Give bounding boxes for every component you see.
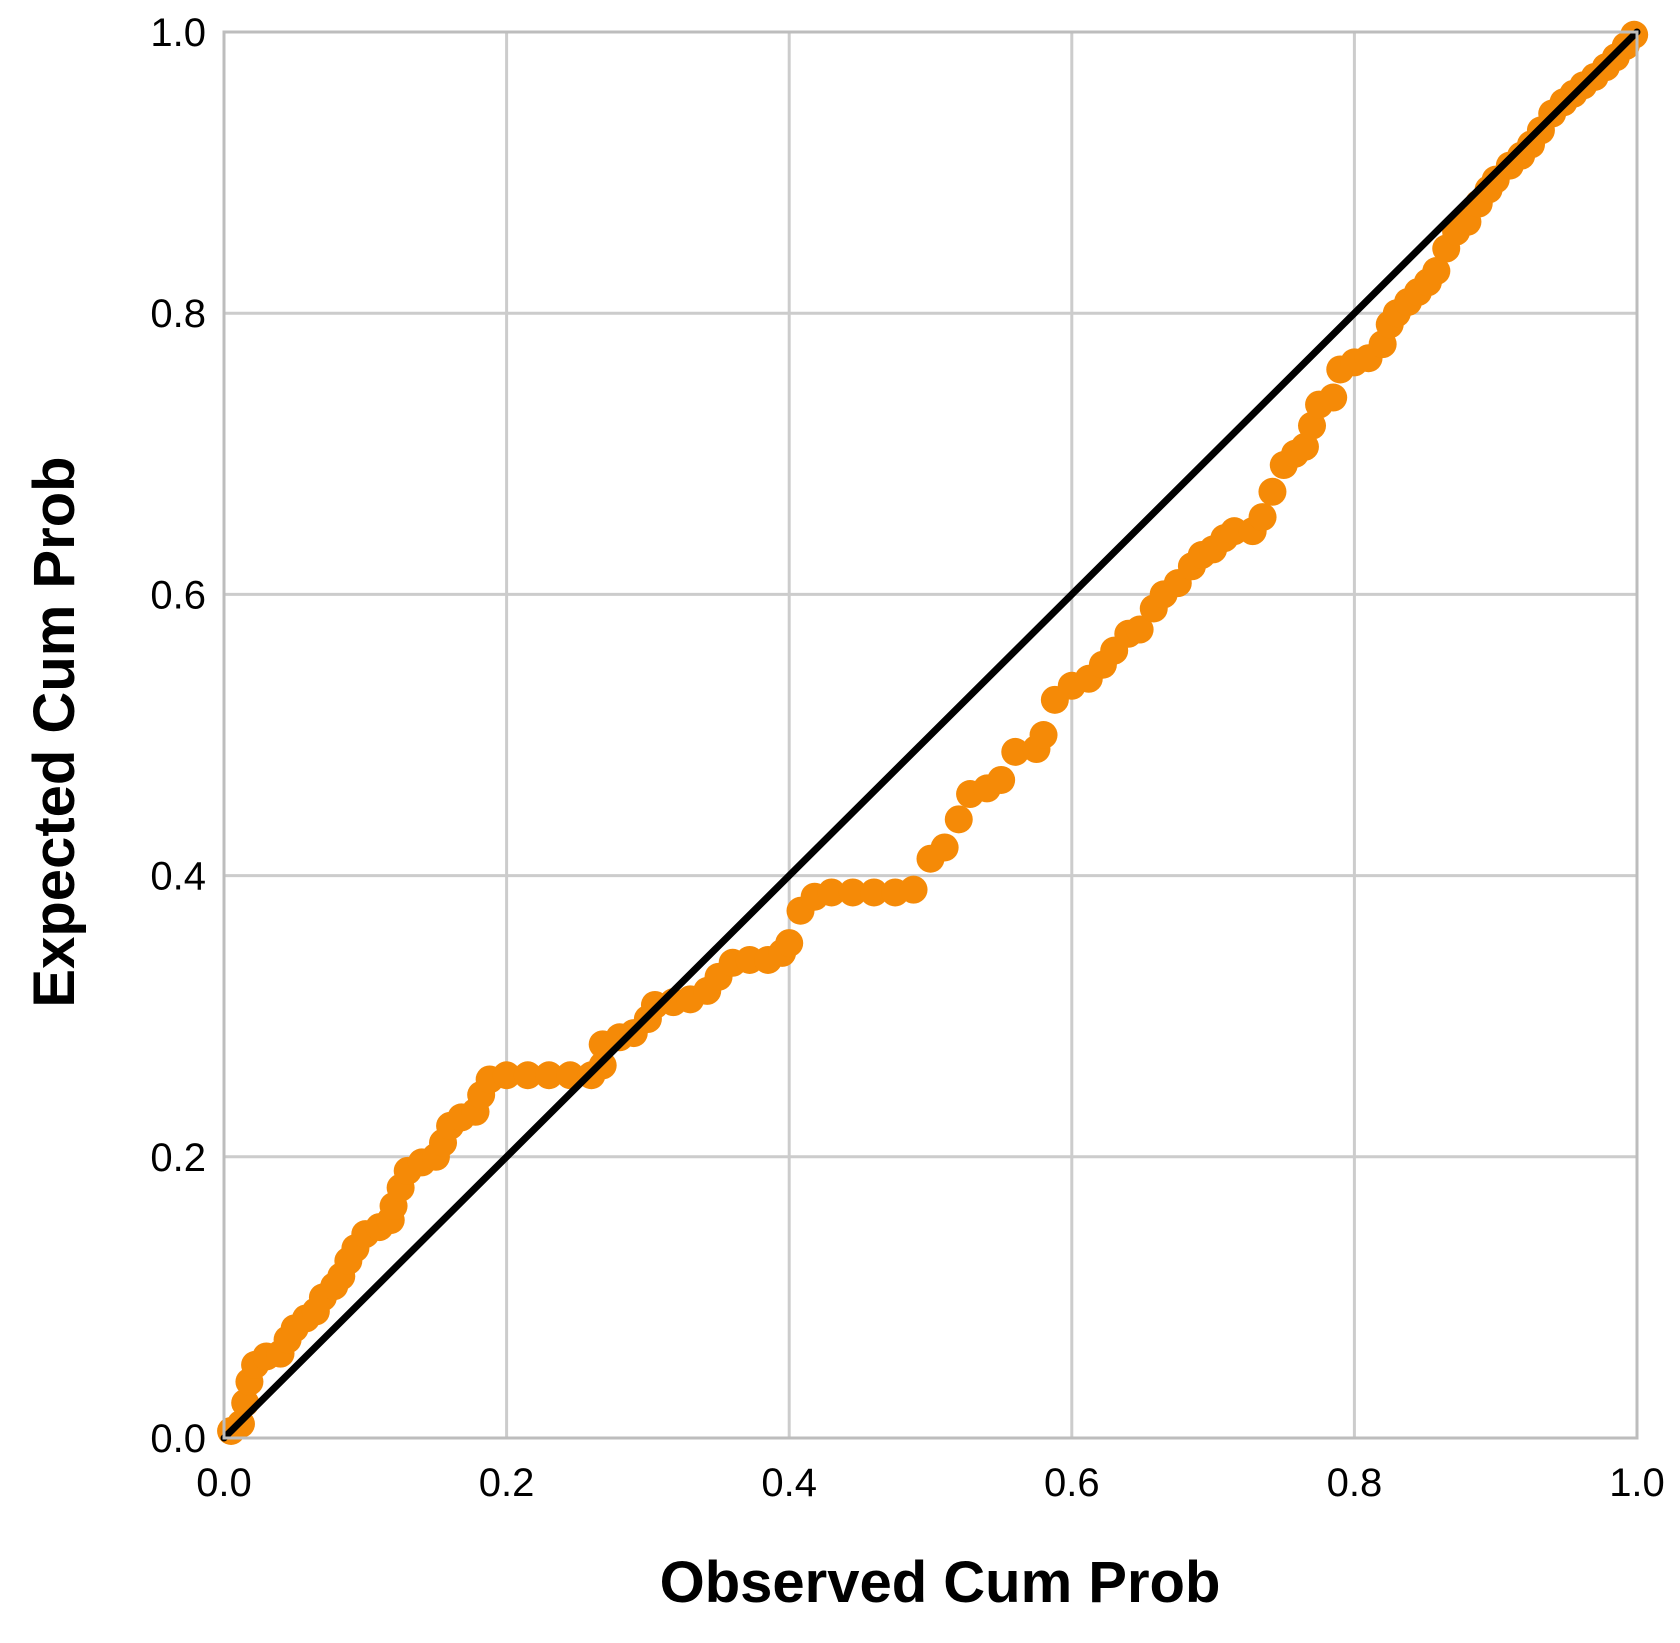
data-point (1248, 503, 1277, 532)
x-tick-label: 0.6 (1044, 1461, 1100, 1505)
y-tick-label: 1.0 (150, 11, 206, 55)
y-tick-label: 0.0 (150, 1417, 206, 1461)
data-point (1029, 721, 1058, 749)
data-point (1125, 615, 1154, 644)
x-tick-label: 0.2 (479, 1461, 535, 1505)
plot-border (222, 30, 1639, 1440)
data-point (838, 878, 867, 907)
y-tick-labels: 0.0 0.2 0.4 0.6 0.8 1.0 (150, 11, 206, 1461)
data-point (1422, 257, 1451, 286)
data-point (492, 1061, 521, 1090)
data-point (1290, 432, 1319, 461)
data-point (987, 765, 1016, 794)
reference-line-layer (220, 28, 1641, 1442)
data-point (899, 875, 928, 904)
data-point (1001, 737, 1030, 766)
x-tick-labels: 0.0 0.2 0.4 0.6 0.8 1.0 (196, 1461, 1665, 1505)
data-point (1319, 383, 1348, 412)
x-tick-label: 1.0 (1609, 1461, 1665, 1505)
data-point (1298, 411, 1327, 440)
y-tick-label: 0.4 (150, 855, 206, 899)
data-point (1258, 477, 1287, 506)
y-axis-title: Expected Cum Prob (22, 456, 87, 1007)
reference-line (220, 28, 1641, 1442)
y-tick-label: 0.6 (150, 573, 206, 617)
data-point (944, 805, 973, 834)
y-tick-label: 0.8 (150, 292, 206, 336)
x-tick-label: 0.0 (196, 1461, 252, 1505)
data-point (534, 1061, 563, 1090)
y-tick-label: 0.2 (150, 1136, 206, 1180)
x-tick-label: 0.8 (1327, 1461, 1383, 1505)
x-axis-title: Observed Cum Prob (660, 1550, 1221, 1615)
data-point (930, 833, 959, 862)
plot-frame (222, 30, 1639, 1440)
data-point (775, 929, 804, 958)
x-tick-label: 0.4 (761, 1461, 817, 1505)
data-point (817, 878, 846, 907)
data-point (859, 878, 888, 907)
data-point (513, 1061, 542, 1090)
